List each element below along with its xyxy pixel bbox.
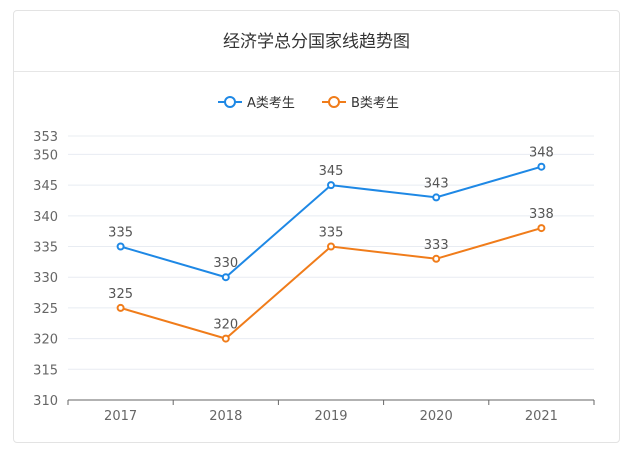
data-label: 333 [424,238,449,253]
chart-title: 经济学总分国家线趋势图 [14,11,619,72]
x-tick-label: 2018 [209,409,242,424]
x-tick-label: 2021 [525,409,558,424]
data-point [116,242,125,251]
legend-item-label[interactable]: A类考生 [247,96,295,111]
data-label: 343 [424,176,449,191]
data-label: 320 [213,318,238,333]
data-point [327,242,335,251]
data-point [221,273,230,282]
y-tick-label: 310 [33,394,58,409]
y-tick-label: 315 [33,363,58,378]
data-point [116,303,125,312]
legend-item-marker[interactable] [224,96,236,108]
x-tick-label: 2017 [104,409,137,424]
data-label: 330 [213,256,238,271]
x-tick-label: 2019 [314,409,347,424]
data-point [327,181,335,190]
data-point [432,193,441,202]
y-tick-label: 320 [33,333,58,348]
y-tick-label: 350 [33,148,58,163]
data-label: 348 [529,146,554,161]
x-tick-label: 2020 [420,409,453,424]
data-label: 335 [319,226,344,241]
legend-item-label[interactable]: B类考生 [351,96,399,111]
data-label: 335 [108,226,133,241]
y-tick-label: 353 [33,130,58,145]
y-tick-label: 345 [33,179,58,194]
data-point [537,224,546,233]
data-label: 345 [319,164,344,179]
data-point [537,162,546,171]
data-label: 325 [108,287,133,302]
y-tick-label: 330 [33,271,58,286]
data-point [432,254,441,263]
y-tick-label: 340 [33,210,58,225]
y-tick-label: 325 [33,302,58,317]
y-tick-label: 335 [33,241,58,256]
chart-card: 经济学总分国家线趋势图 [13,10,620,443]
legend-item-marker[interactable] [328,96,340,108]
data-point [221,334,230,343]
data-label: 338 [529,207,554,222]
